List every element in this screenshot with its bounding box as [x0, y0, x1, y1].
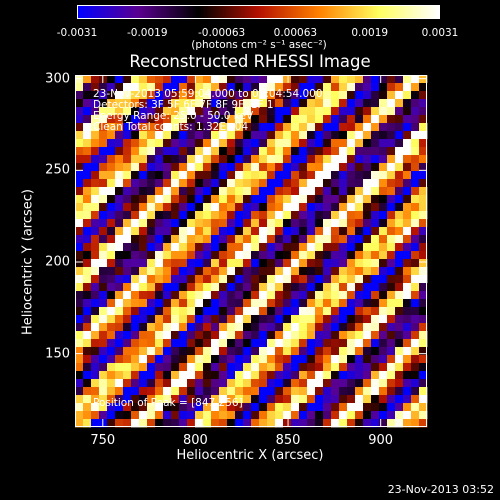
y-tick-label: 250 [45, 162, 70, 178]
x-tick-label: 750 [90, 433, 116, 448]
colorbar-tick-label: -0.00063 [198, 27, 246, 39]
x-tick-label: 800 [182, 433, 208, 448]
y-axis-ticks [75, 78, 427, 355]
colorbar-units: (photons cm⁻² s⁻¹ asec⁻²) [191, 39, 327, 51]
plot-frame [75, 75, 427, 427]
x-tick-label: 850 [275, 433, 301, 448]
x-axis-ticks [102, 75, 382, 427]
annotation-text: Position of Peak = [847,256] [93, 397, 243, 409]
colorbar-tick-label: 0.0031 [421, 27, 459, 39]
colorbar [77, 5, 440, 19]
annotation-text: Clean Total counts: 1.32E+04 [93, 121, 248, 133]
annotation-text: Detectors: 3F 5F 6F 7F 8F 9F, 1F 1 [93, 99, 274, 111]
y-tick-label: 200 [45, 254, 70, 270]
heatmap-cells [75, 75, 428, 428]
colorbar-tick-label: -0.0031 [56, 27, 98, 39]
y-axis-label: Heliocentric Y (arcsec) [20, 189, 36, 335]
x-axis-label: Heliocentric X (arcsec) [176, 448, 324, 463]
heatmap-plot: 23-Nov-2013 05:59:04.000 to 06:04:54.000… [75, 75, 428, 428]
y-tick-label: 300 [45, 71, 70, 87]
annotation-text: 23-Nov-2013 05:59:04.000 to 06:04:54.000 [93, 88, 323, 100]
annotations: 23-Nov-2013 05:59:04.000 to 06:04:54.000… [93, 88, 323, 409]
annotation-text: Energy Range: 25.0 - 50.0 keV [93, 110, 254, 122]
y-tick-label: 150 [45, 346, 70, 362]
footer-timestamp: 23-Nov-2013 03:52 [387, 483, 494, 496]
colorbar-tick-label: -0.0019 [126, 27, 168, 39]
colorbar-tick-label: 0.0019 [351, 27, 389, 39]
x-tick-label: 900 [368, 433, 394, 448]
colorbar-tick-label: 0.00063 [273, 27, 318, 39]
chart-title: Reconstructed RHESSI Image [129, 52, 371, 71]
